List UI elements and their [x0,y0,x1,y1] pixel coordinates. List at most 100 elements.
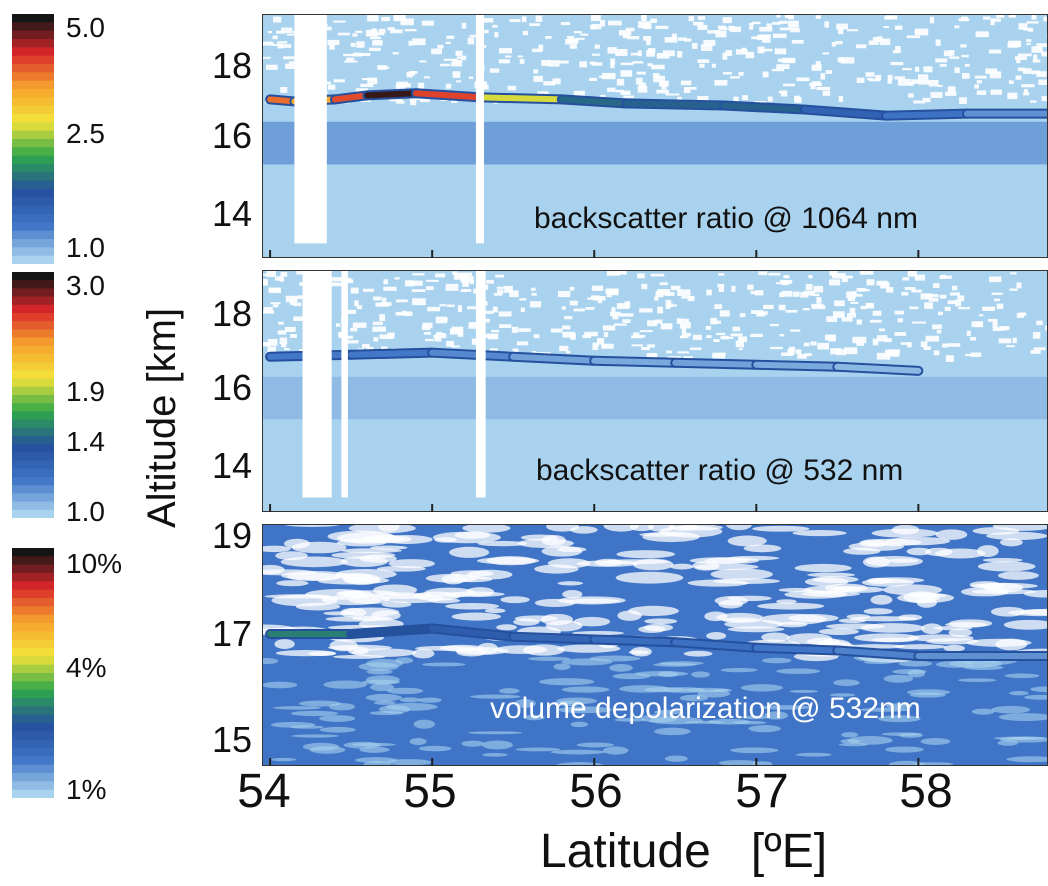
noise-speck [908,93,914,98]
noise-speck [681,332,692,337]
noise-speck [923,66,933,73]
noise-streak [748,725,781,733]
noise-streak [662,687,706,693]
noise-speck [697,16,706,20]
layer-segment [412,90,484,101]
noise-speck [1041,51,1048,57]
noise-speck [431,48,442,55]
noise-speck [272,304,279,308]
noise-speck [545,36,552,39]
noise-speck [569,44,577,49]
noise-speck [293,302,302,307]
noise-streak [462,524,511,533]
noise-speck [613,323,627,326]
noise-speck [787,348,795,356]
noise-speck [344,60,358,63]
colorbar-step [12,411,54,421]
noise-streak [451,612,501,621]
noise-speck [707,30,720,34]
noise-streak [373,700,396,705]
noise-speck [406,83,411,88]
noise-speck [770,346,783,350]
layer-segment [477,94,565,103]
noise-speck [499,324,512,328]
noise-speck [779,292,784,298]
noise-streak [331,551,396,559]
noise-streak [570,721,589,728]
colorbar-step [12,321,54,330]
noise-speck [1023,27,1034,31]
noise-speck [982,16,991,20]
noise-speck [964,63,970,67]
noise-speck [558,60,569,64]
noise-speck [350,287,359,294]
noise-speck [718,273,725,276]
noise-speck [335,323,341,327]
colorbar-depol-tick-min: 1% [66,774,107,805]
noise-speck [793,291,800,297]
noise-speck [783,83,795,87]
noise-streak [573,616,611,627]
noise-speck [618,30,632,36]
noise-speck [741,47,747,51]
noise-speck [1010,272,1017,275]
colorbar-step [12,698,54,707]
noise-speck [486,279,494,284]
noise-speck [657,306,664,314]
noise-speck [737,336,747,343]
noise-speck [326,26,332,31]
noise-speck [887,74,893,81]
noise-speck [285,63,297,69]
noise-speck [408,71,416,76]
noise-speck [263,307,273,314]
colorbar-step [12,501,54,511]
noise-speck [719,310,730,317]
noise-speck [1041,96,1048,102]
noise-speck [1007,42,1019,48]
noise-streak [520,534,559,541]
noise-streak [412,648,435,659]
colorbar-step [12,362,54,371]
noise-streak [999,538,1023,547]
noise-streak [603,524,639,532]
noise-streak [365,693,402,702]
noise-streak [648,524,675,532]
layer-segment [510,633,598,643]
colorbar-step [12,296,54,306]
noise-speck [620,62,634,66]
colorbar-step [12,180,54,190]
colorbar-step [12,222,54,232]
noise-speck [481,310,494,314]
noise-speck [866,77,874,80]
noise-speck [783,275,790,279]
noise-speck [659,81,667,85]
noise-speck [1008,80,1014,85]
noise-speck [267,338,278,346]
noise-speck [460,289,468,293]
noise-speck [677,289,691,296]
colorbar-step [12,172,54,182]
noise-speck [781,280,789,286]
noise-speck [959,97,967,105]
noise-streak [287,572,340,581]
noise-speck [592,346,599,350]
noise-speck [885,287,894,293]
colorbar-step [12,345,54,355]
noise-speck [961,16,968,21]
noise-streak [362,760,392,766]
noise-speck [723,336,734,340]
colorbar-step [12,673,54,682]
colorbar-step [12,55,54,65]
panel-1064-label: backscatter ratio @ 1064 nm [534,202,918,235]
colorbar-532-tick-max: 3.0 [66,270,105,301]
noise-speck [403,311,413,317]
noise-speck [275,276,284,281]
colorbar-step [12,731,54,741]
noise-speck [266,64,278,70]
noise-speck [730,333,743,337]
noise-streak [494,645,548,654]
colorbar-step [12,230,54,240]
noise-speck [435,273,446,278]
noise-speck [665,93,680,96]
noise-streak [818,628,859,635]
